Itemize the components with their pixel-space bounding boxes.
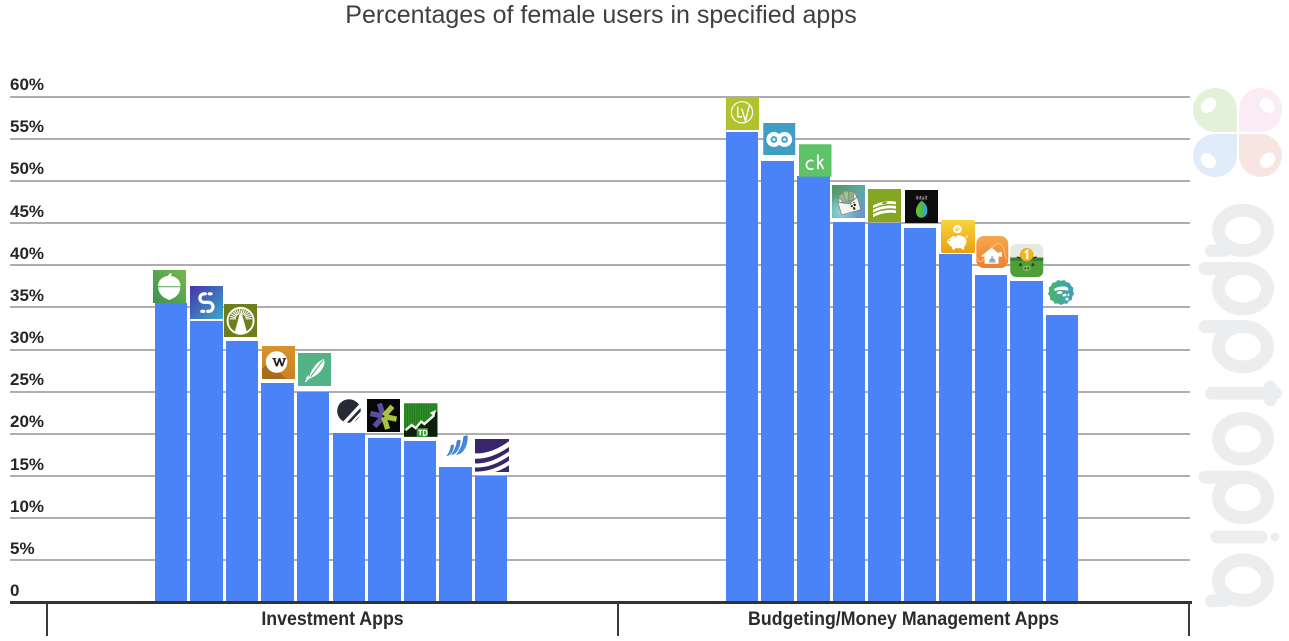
svg-text:intuit: intuit	[916, 195, 928, 201]
